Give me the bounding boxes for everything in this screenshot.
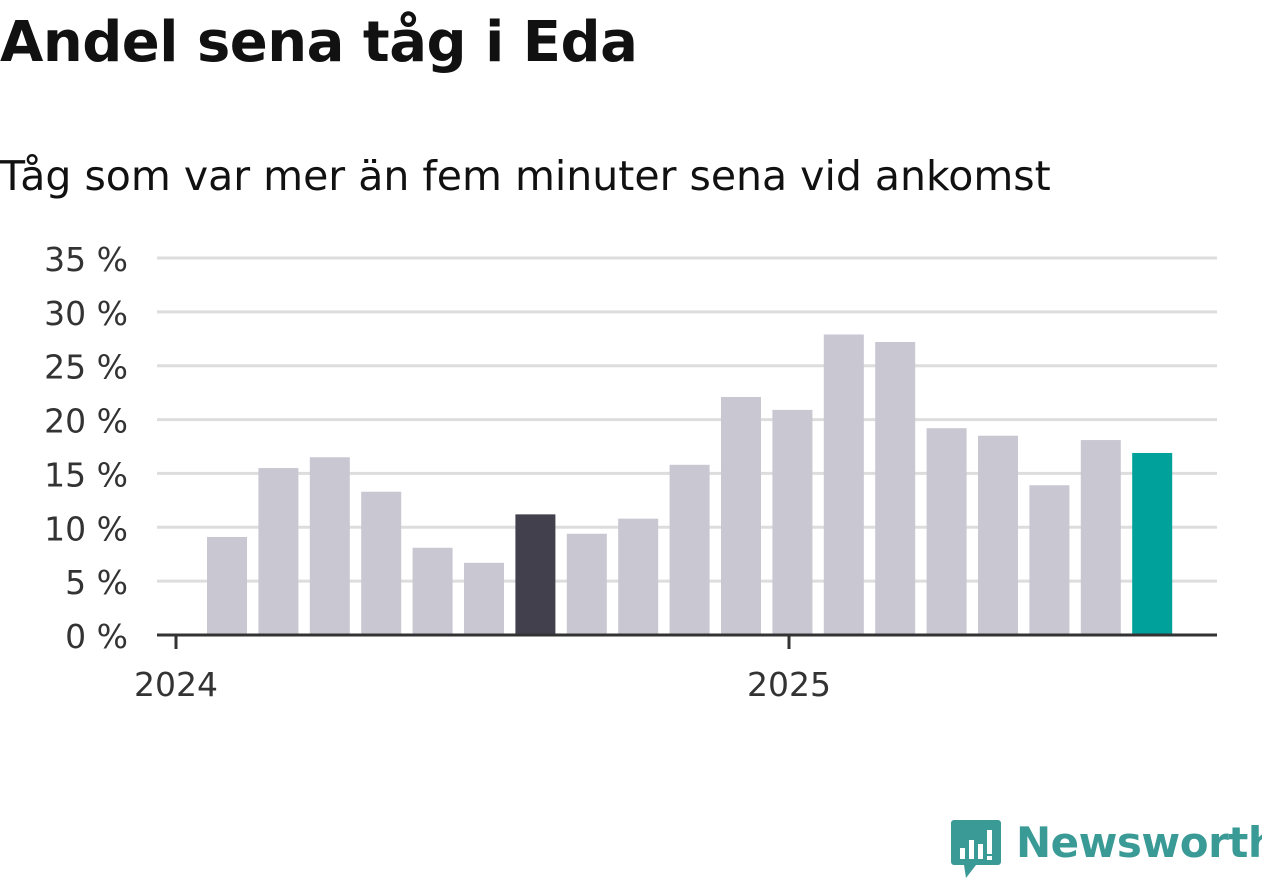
y-tick-label: 35 % <box>44 240 128 279</box>
bar-8 <box>618 518 659 635</box>
chart-subtitle: Tåg som var mer än fem minuter sena vid … <box>0 152 1051 200</box>
bar-1 <box>258 468 299 635</box>
newsworthy-logo-icon <box>951 820 1001 878</box>
y-tick-label: 30 % <box>44 294 128 333</box>
x-axis-ticks: 2024 2025 <box>134 635 831 704</box>
bar-18 <box>1132 452 1173 635</box>
y-tick-label: 20 % <box>44 402 128 441</box>
bar-16 <box>1029 485 1070 635</box>
bar-13 <box>875 342 916 635</box>
bar-2 <box>309 457 350 635</box>
bar-5 <box>464 562 504 635</box>
x-tick-label: 2024 <box>134 665 218 704</box>
x-tick-label: 2025 <box>747 665 831 704</box>
y-tick-label: 0 % <box>65 617 128 656</box>
bar-0 <box>207 536 247 635</box>
bar-3 <box>361 491 402 635</box>
brand-logo: Newsworthy <box>950 818 1262 880</box>
y-tick-label: 15 % <box>44 455 128 494</box>
y-tick-label: 10 % <box>44 509 128 548</box>
bar-11 <box>772 409 813 635</box>
bar-9 <box>669 464 710 635</box>
bar-4 <box>412 547 453 635</box>
y-tick-label: 25 % <box>44 348 128 387</box>
brand-name: Newsworthy <box>1016 818 1262 867</box>
bars <box>207 334 1173 635</box>
bar-6 <box>515 514 556 635</box>
bar-15 <box>978 435 1018 635</box>
bar-10 <box>721 396 761 635</box>
bar-14 <box>926 428 967 635</box>
bar-17 <box>1080 440 1121 635</box>
bar-7 <box>566 533 607 635</box>
bar-12 <box>823 334 864 635</box>
y-axis-ticks: 0 % 5 % 10 % 15 % 20 % 25 % 30 % 35 % <box>44 240 128 656</box>
y-tick-label: 5 % <box>65 563 128 602</box>
chart-title: Andel sena tåg i Eda <box>0 10 638 75</box>
